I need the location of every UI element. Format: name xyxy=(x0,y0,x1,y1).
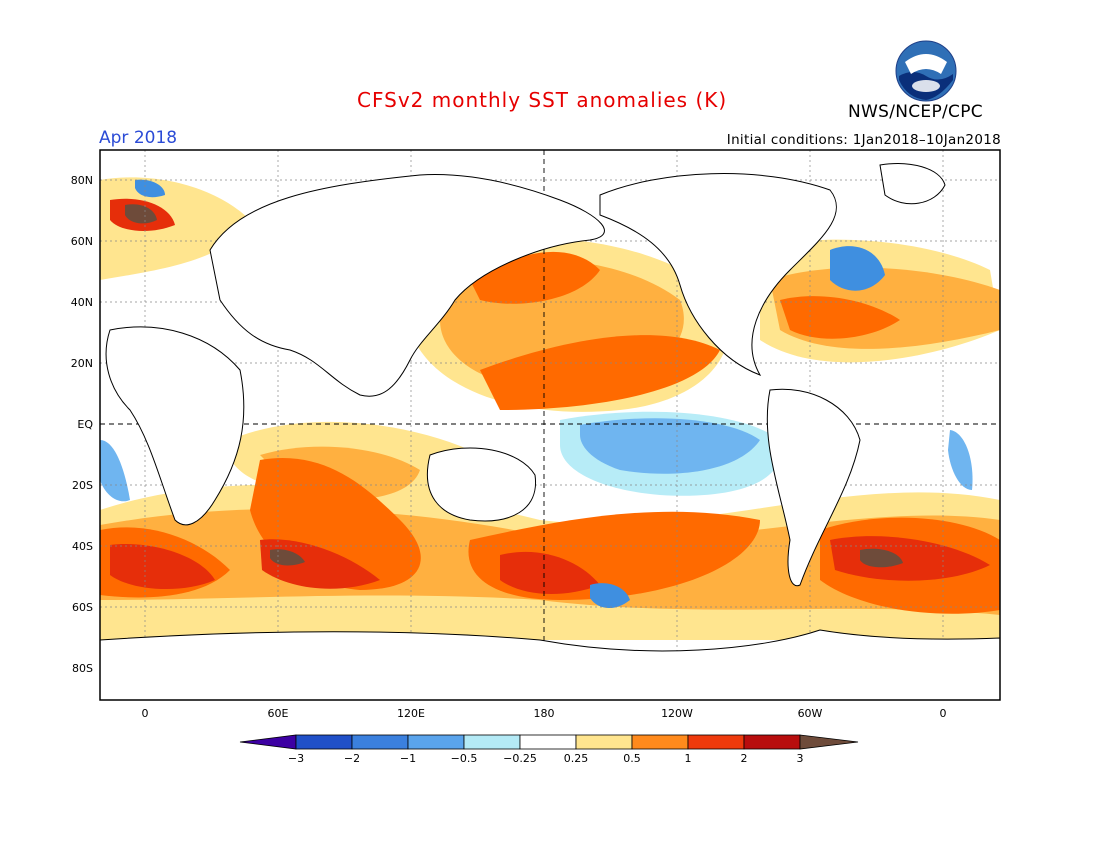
warm-2-south-atlantic xyxy=(830,536,990,581)
lat-label: EQ xyxy=(77,418,93,431)
colorbar-label: 0.25 xyxy=(564,752,589,765)
colorbar-label: 3 xyxy=(797,752,804,765)
colorbar-box xyxy=(687,734,745,750)
lat-label: 80N xyxy=(71,174,93,187)
colorbar-box xyxy=(407,734,465,750)
lon-label: 120E xyxy=(397,707,425,720)
warm-2-southern-ocean-c xyxy=(500,551,600,595)
colorbar-label: 2 xyxy=(741,752,748,765)
map-panel xyxy=(99,149,1001,701)
longitude-labels: 0 60E 120E 180 120W 60W 0 xyxy=(142,707,947,720)
cool-1-north-atlantic xyxy=(830,246,885,291)
colorbar-label: −1 xyxy=(400,752,416,765)
lat-label: 60S xyxy=(72,601,93,614)
colorbar-box xyxy=(631,734,689,750)
antarctica-outline xyxy=(99,629,1001,701)
warm-2-southern-ocean-a xyxy=(110,544,215,590)
colorbar-label: −0.5 xyxy=(451,752,478,765)
lat-label: 60N xyxy=(71,235,93,248)
greenland-outline xyxy=(879,163,946,205)
map-frame xyxy=(99,149,1001,701)
colorbar-box xyxy=(295,734,353,750)
lon-label: 0 xyxy=(142,707,149,720)
colorbar-label: 0.5 xyxy=(623,752,641,765)
lat-label: 40N xyxy=(71,296,93,309)
warm-3-nordic xyxy=(125,204,157,224)
africa-outline xyxy=(105,326,245,526)
initial-conditions: Initial conditions: 1Jan2018–10Jan2018 xyxy=(726,132,1001,148)
anomaly-field xyxy=(100,177,1000,640)
colorbar-low-arrow xyxy=(239,734,297,750)
lon-label: 60E xyxy=(268,707,289,720)
north-america-outline xyxy=(599,173,837,376)
cool-1-nordic-west xyxy=(135,179,165,198)
cool-0.5-eastern-pacific xyxy=(580,418,760,474)
lat-label: 20S xyxy=(72,479,93,492)
lon-label: 180 xyxy=(534,707,555,720)
map-title: CFSv2 monthly SST anomalies (K) xyxy=(357,88,728,112)
cool-1-south-pacific xyxy=(590,583,630,609)
colorbar-box xyxy=(575,734,633,750)
lon-label: 0 xyxy=(940,707,947,720)
lat-label: 20N xyxy=(71,357,93,370)
warm-3-south-indian xyxy=(270,549,305,566)
colorbar-box xyxy=(519,734,577,750)
colorbar-high-arrow xyxy=(799,734,859,750)
latitude-labels: 80N 60N 40N 20N EQ 20S 40S 60S 80S xyxy=(71,174,94,675)
continent-outlines xyxy=(99,163,1001,701)
colorbar-label: −3 xyxy=(288,752,304,765)
colorbar-label: 1 xyxy=(685,752,692,765)
south-america-outline xyxy=(766,388,861,587)
cool-0.5-peru xyxy=(948,430,973,490)
lon-label: 60W xyxy=(798,707,823,720)
eurasia-outline xyxy=(209,174,605,397)
colorbar-box xyxy=(463,734,521,750)
colorbar-label: −2 xyxy=(344,752,360,765)
agency-label: NWS/NCEP/CPC xyxy=(848,102,983,122)
colorbar-box xyxy=(351,734,409,750)
warm-3-south-atlantic xyxy=(860,548,903,568)
warm-1-north-pacific xyxy=(480,335,720,410)
colorbar-labels: −3 −2 −1 −0.5 −0.25 0.25 0.5 1 2 3 xyxy=(288,752,804,765)
lat-label: 80S xyxy=(72,662,93,675)
colorbar xyxy=(239,734,859,750)
lat-label: 40S xyxy=(72,540,93,553)
lon-label: 120W xyxy=(661,707,693,720)
noaa-logo-icon xyxy=(895,40,957,102)
colorbar-box xyxy=(743,734,801,750)
cool-0.5-benguela xyxy=(100,440,130,502)
colorbar-label: −0.25 xyxy=(503,752,537,765)
forecast-month: Apr 2018 xyxy=(99,128,178,148)
australia-outline xyxy=(426,447,537,522)
